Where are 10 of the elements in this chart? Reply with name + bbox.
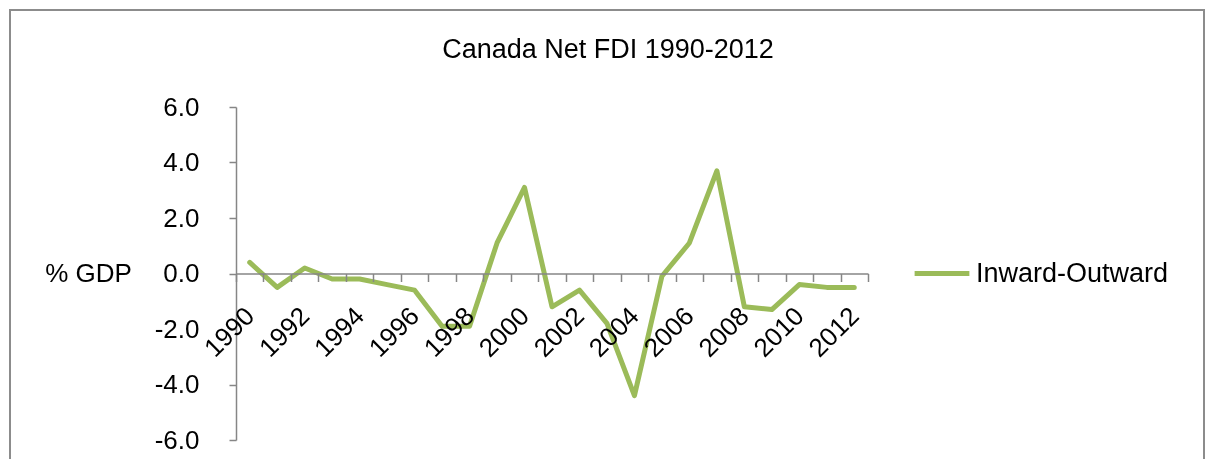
y-tick-label: -4.0 — [154, 369, 200, 399]
y-tick-label: 6.0 — [163, 91, 200, 122]
chart-title: Canada Net FDI 1990-2012 — [442, 34, 774, 64]
y-tick-label: -6.0 — [154, 424, 200, 455]
legend-label: Inward-Outward — [976, 257, 1169, 288]
y-tick-label: -2.0 — [154, 313, 200, 344]
y-tick-label: 2.0 — [163, 202, 200, 233]
y-tick-label: 4.0 — [163, 147, 200, 177]
y-tick-label: 0.0 — [163, 258, 200, 288]
y-axis-title: % GDP — [45, 258, 132, 288]
